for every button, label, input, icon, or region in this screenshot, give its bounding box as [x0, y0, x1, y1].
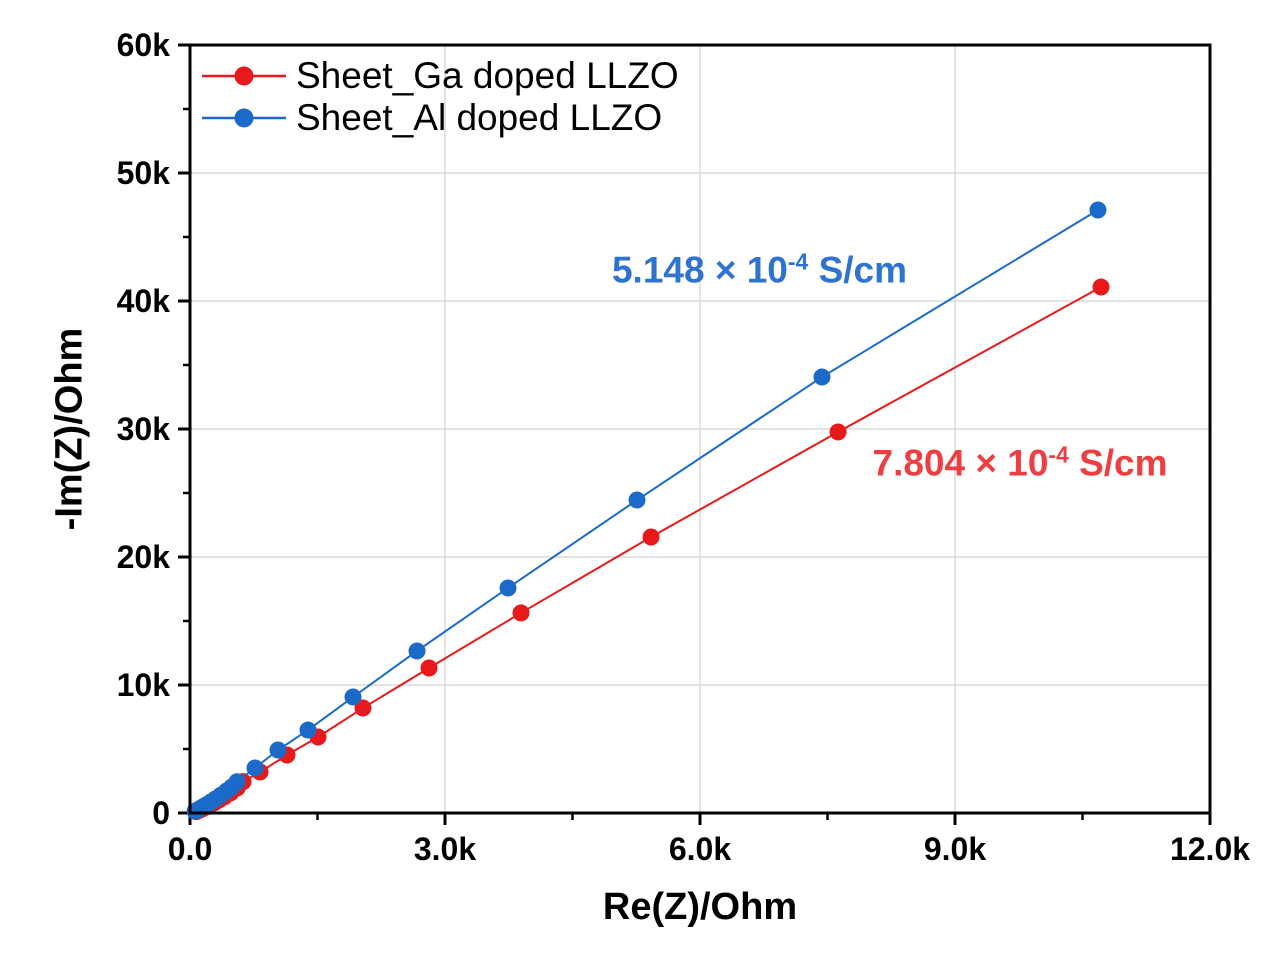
data-point-series-1: [246, 759, 264, 777]
data-point-series-1: [269, 741, 287, 759]
data-point-series-0: [420, 659, 438, 677]
legend-marker-series-0: [234, 66, 254, 86]
y-tick-label: 30k: [117, 411, 171, 447]
y-tick-label: 0: [152, 795, 170, 831]
conductivity-annotation-ga: 7.804 × 10-4 S/cm: [872, 441, 1167, 484]
x-tick-label: 12.0k: [1170, 831, 1250, 867]
data-point-series-1: [344, 688, 362, 706]
y-tick-label: 60k: [117, 27, 171, 63]
annotation-unit: S/cm: [808, 249, 908, 291]
x-axis-title: Re(Z)/Ohm: [602, 886, 798, 928]
data-point-series-0: [642, 528, 660, 546]
y-tick-label: 40k: [117, 283, 171, 319]
annotation-value: 5.148 × 10: [611, 249, 788, 291]
data-point-series-1: [1089, 201, 1107, 219]
data-point-series-1: [228, 773, 246, 791]
y-axis-title: -Im(Z)/Ohm: [48, 327, 91, 531]
data-point-series-0: [1092, 278, 1110, 296]
data-point-series-1: [499, 579, 517, 597]
data-point-series-1: [408, 642, 426, 660]
annotation-value: 7.804 × 10: [872, 442, 1049, 484]
legend-label-ga-doped-llzo: Sheet_Ga doped LLZO: [296, 55, 679, 96]
annotation-exponent: -4: [787, 248, 809, 275]
x-tick-label: 9.0k: [924, 831, 986, 867]
y-tick-label: 10k: [117, 667, 171, 703]
data-point-series-0: [354, 699, 372, 717]
data-point-series-0: [829, 423, 847, 441]
x-tick-label: 6.0k: [669, 831, 731, 867]
x-tick-label: 3.0k: [414, 831, 476, 867]
y-tick-label: 20k: [117, 539, 171, 575]
legend-marker-series-1: [234, 108, 254, 128]
series-line-0: [195, 286, 1102, 813]
data-point-series-1: [628, 491, 646, 509]
data-point-series-1: [299, 721, 317, 739]
legend-label-al-doped-llzo: Sheet_Al doped LLZO: [296, 97, 663, 138]
annotation-unit: S/cm: [1068, 442, 1168, 484]
annotation-exponent: -4: [1048, 441, 1069, 468]
x-tick-label: 0.0: [168, 831, 212, 867]
conductivity-annotation-al: 5.148 × 10-4 S/cm: [612, 249, 907, 292]
data-point-series-0: [512, 604, 530, 622]
data-point-series-1: [813, 368, 831, 386]
series-line-1: [194, 209, 1099, 813]
y-tick-label: 50k: [117, 155, 171, 191]
plot-border: [188, 43, 1212, 815]
